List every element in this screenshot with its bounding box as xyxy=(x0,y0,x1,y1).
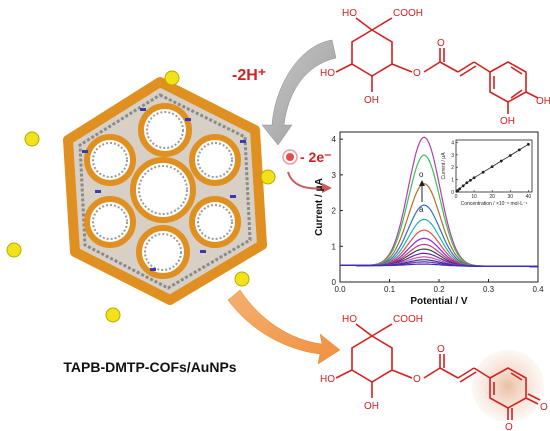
y-tick-label: 3 xyxy=(332,171,337,180)
quinone-highlight xyxy=(472,350,544,422)
product-ho-left: HO xyxy=(320,374,335,385)
reactant-oh-ring-right: OH xyxy=(536,96,550,107)
inset-point xyxy=(458,187,462,191)
gold-nanoparticle xyxy=(105,307,121,323)
x-axis-label: Potential / V xyxy=(410,296,468,307)
product-o-quinone-right: O xyxy=(540,402,548,413)
inset-point xyxy=(526,142,530,146)
cof-pore-center xyxy=(130,157,196,223)
reactant-cooh: COOH xyxy=(393,8,423,19)
inset-x-tick-label: 30 xyxy=(508,194,514,200)
gold-nanoparticle xyxy=(164,70,180,86)
proton-label: -2H⁺ xyxy=(232,67,266,84)
y-tick-label: 0 xyxy=(332,278,337,287)
cof-inner-web xyxy=(78,93,252,290)
product-oh-bottom: OH xyxy=(364,401,379,412)
reactant-molecule xyxy=(335,17,539,114)
inset-y-tick-label: 3 xyxy=(451,153,454,159)
inset-x-tick-label: 20 xyxy=(489,194,495,200)
inset-point xyxy=(456,189,460,192)
material-label: TAPB-DMTP-COFs/AuNPs xyxy=(63,359,236,375)
x-tick-label: 0.4 xyxy=(532,285,544,294)
oxidation-arrow xyxy=(227,289,341,365)
electron-arrow xyxy=(287,171,323,190)
product-molecule xyxy=(335,323,541,420)
inset-point xyxy=(481,170,485,174)
gold-nanoparticle xyxy=(6,242,22,258)
product-o-quinone-bottom: O xyxy=(505,422,513,431)
cof-framework xyxy=(6,70,276,323)
inset-y-tick-label: 0 xyxy=(451,190,454,196)
reactant-ho-left: HO xyxy=(320,68,335,79)
inset-chart: 0 10 20 30 40 0 1 2 3 4 Concentration / ×10⁻⁶ mol… xyxy=(441,139,533,207)
electron-label: - 2e⁻ xyxy=(300,149,332,165)
y-tick-label: 1 xyxy=(332,242,337,251)
inset-point xyxy=(472,176,476,180)
x-tick-label: 0.3 xyxy=(483,285,495,294)
inset-point xyxy=(517,148,521,152)
inset-point xyxy=(490,165,494,169)
reactant-ho-top: HO xyxy=(342,8,357,19)
inset-y-label: Current / μA xyxy=(441,152,447,180)
inset-y-tick-label: 1 xyxy=(451,178,454,184)
product-ho-top: HO xyxy=(342,314,357,325)
reactant-oh-bottom: OH xyxy=(364,95,379,106)
reactant-o-carbonyl: O xyxy=(437,38,445,49)
product-o-carbonyl: O xyxy=(437,344,445,355)
arrow-bottom-label: a xyxy=(419,205,424,214)
arrow-top-label: o xyxy=(419,170,424,179)
inset-y-tick-label: 4 xyxy=(451,140,454,146)
inset-point xyxy=(508,154,512,157)
inset-y-tick-label: 2 xyxy=(451,165,454,171)
x-tick-label: 0.1 xyxy=(384,285,396,294)
inset-frame xyxy=(455,139,533,193)
product-cooh: COOH xyxy=(393,314,423,325)
inset-point xyxy=(465,181,469,185)
x-tick-label: 0.0 xyxy=(334,285,346,294)
product-o-ester: O xyxy=(413,374,421,385)
y-tick-label: 4 xyxy=(332,135,337,144)
inset-point xyxy=(461,184,465,188)
inset-point xyxy=(469,178,472,182)
reactant-o-ester: O xyxy=(413,68,421,79)
x-tick-label: 0.2 xyxy=(433,285,445,294)
gold-nanoparticle xyxy=(234,271,250,287)
dpv-curve-14 xyxy=(340,263,538,268)
cof-pore-bottom xyxy=(136,225,190,279)
inset-x-tick-label: 10 xyxy=(471,194,477,200)
inset-x-tick-label: 40 xyxy=(526,194,532,200)
cof-pore-top xyxy=(138,103,192,157)
y-axis-label: Current / μA xyxy=(314,178,325,236)
trend-arrow: o a xyxy=(419,170,425,214)
electron-dot-icon xyxy=(286,153,294,161)
inset-point xyxy=(499,159,503,163)
reactant-oh-ring-bottom: OH xyxy=(500,116,515,127)
dpv-chart: 0.0 0.1 0.2 0.3 0.4 0 1 2 3 4 Potential / V Curr… xyxy=(314,131,544,307)
inset-x-tick-label: 0 xyxy=(455,194,458,200)
y-tick-label: 2 xyxy=(332,207,337,216)
inset-x-label: Concentration / ×10⁻⁶ mol·L⁻¹ xyxy=(461,201,528,207)
gold-nanoparticle xyxy=(260,169,276,185)
proton-arrow xyxy=(261,39,337,146)
gold-nanoparticle xyxy=(24,131,40,147)
